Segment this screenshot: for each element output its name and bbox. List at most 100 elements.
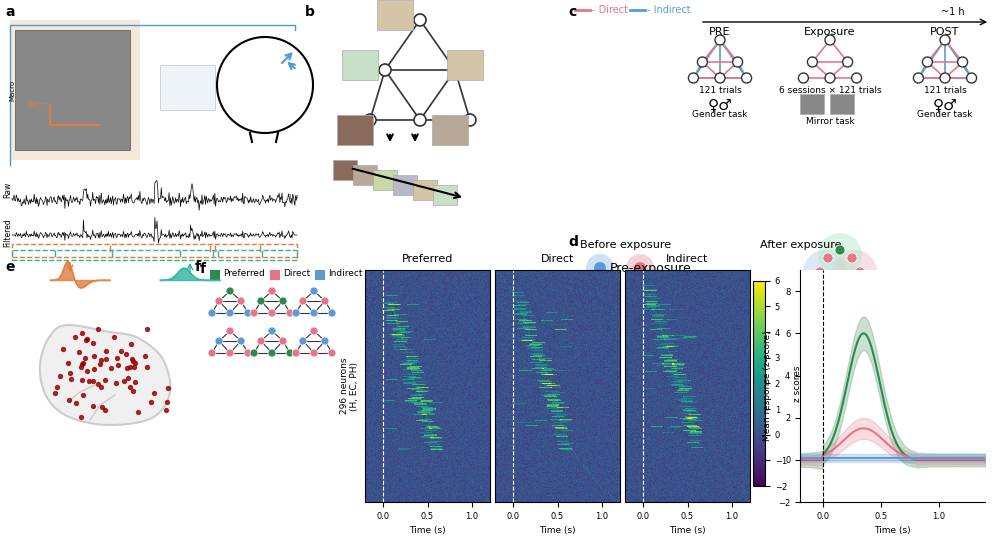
Point xyxy=(74,360,90,368)
Text: f: f xyxy=(200,262,206,276)
Text: After exposure: After exposure xyxy=(760,240,842,250)
Point xyxy=(97,406,113,415)
Circle shape xyxy=(226,349,234,357)
Point xyxy=(127,359,143,367)
Text: Filtered: Filtered xyxy=(3,219,12,247)
Preferred xyxy=(964,457,976,463)
Text: Gender task: Gender task xyxy=(692,110,748,119)
Text: ♀♂: ♀♂ xyxy=(708,97,732,112)
Point xyxy=(123,339,139,348)
Text: PRE: PRE xyxy=(709,27,731,37)
FancyBboxPatch shape xyxy=(10,20,140,160)
Point xyxy=(158,406,174,415)
Direct xyxy=(794,457,806,463)
Text: c: c xyxy=(568,5,576,19)
Circle shape xyxy=(321,337,329,345)
Point xyxy=(137,352,153,361)
Point xyxy=(126,363,142,372)
Point xyxy=(94,403,110,412)
Circle shape xyxy=(634,289,646,301)
Indirect xyxy=(801,455,813,461)
Point xyxy=(77,354,93,362)
Direct xyxy=(843,432,855,438)
Circle shape xyxy=(940,73,950,83)
Circle shape xyxy=(825,73,835,83)
FancyBboxPatch shape xyxy=(413,180,437,200)
Point xyxy=(98,355,114,363)
FancyBboxPatch shape xyxy=(337,115,373,145)
Point xyxy=(125,357,141,366)
FancyBboxPatch shape xyxy=(342,50,378,80)
Circle shape xyxy=(464,114,476,126)
Circle shape xyxy=(847,253,857,263)
Circle shape xyxy=(250,349,258,357)
Text: Mirror task: Mirror task xyxy=(806,117,854,126)
Circle shape xyxy=(257,337,265,345)
Point xyxy=(97,375,113,384)
Text: Exposure: Exposure xyxy=(804,27,856,37)
Circle shape xyxy=(825,35,835,45)
Point xyxy=(73,413,89,421)
Direct xyxy=(801,457,813,463)
Circle shape xyxy=(310,309,318,317)
Point xyxy=(90,380,106,388)
Text: - Indirect: - Indirect xyxy=(647,5,691,15)
Preferred xyxy=(828,431,840,437)
Polygon shape xyxy=(40,325,170,425)
Point xyxy=(86,364,102,373)
Text: Micro: Micro xyxy=(28,102,47,108)
Line: Preferred: Preferred xyxy=(800,333,985,460)
Text: Direct: Direct xyxy=(283,268,310,278)
Circle shape xyxy=(215,297,223,305)
Title: Preferred: Preferred xyxy=(402,254,453,264)
Title: Indirect: Indirect xyxy=(666,254,709,264)
Point xyxy=(116,377,132,386)
Point xyxy=(86,352,102,361)
Point xyxy=(110,361,126,369)
Point xyxy=(47,388,63,397)
FancyBboxPatch shape xyxy=(377,0,413,30)
Text: POST: POST xyxy=(930,27,960,37)
Circle shape xyxy=(208,309,216,317)
Circle shape xyxy=(586,254,614,282)
X-axis label: Time (s): Time (s) xyxy=(409,526,446,536)
FancyBboxPatch shape xyxy=(353,165,377,185)
Circle shape xyxy=(299,297,307,305)
Circle shape xyxy=(835,280,845,290)
Point xyxy=(71,348,87,356)
Circle shape xyxy=(237,297,245,305)
Preferred xyxy=(805,457,817,463)
X-axis label: Time (s): Time (s) xyxy=(539,526,576,536)
Point xyxy=(85,402,101,410)
Circle shape xyxy=(364,114,376,126)
Point xyxy=(68,399,84,407)
Text: b: b xyxy=(305,5,315,19)
Point xyxy=(109,354,125,362)
Circle shape xyxy=(922,57,932,67)
Direct xyxy=(805,457,817,463)
Circle shape xyxy=(328,309,336,317)
Point xyxy=(98,346,114,355)
Text: - Direct: - Direct xyxy=(592,5,628,15)
Circle shape xyxy=(310,327,318,335)
Direct xyxy=(979,457,991,463)
Point xyxy=(81,376,97,385)
Circle shape xyxy=(279,297,287,305)
Text: ~1 h: ~1 h xyxy=(941,7,965,17)
Point xyxy=(130,407,146,416)
Text: d: d xyxy=(568,235,578,249)
Circle shape xyxy=(286,349,294,357)
FancyBboxPatch shape xyxy=(800,94,824,114)
Point xyxy=(143,398,159,407)
Circle shape xyxy=(833,250,877,294)
Circle shape xyxy=(226,287,234,295)
Circle shape xyxy=(815,267,825,277)
Circle shape xyxy=(310,349,318,357)
FancyBboxPatch shape xyxy=(210,270,220,280)
Circle shape xyxy=(940,35,950,45)
Circle shape xyxy=(818,233,862,277)
Text: Preferred: Preferred xyxy=(223,268,265,278)
Circle shape xyxy=(268,349,276,357)
Circle shape xyxy=(913,73,923,83)
Circle shape xyxy=(733,57,743,67)
